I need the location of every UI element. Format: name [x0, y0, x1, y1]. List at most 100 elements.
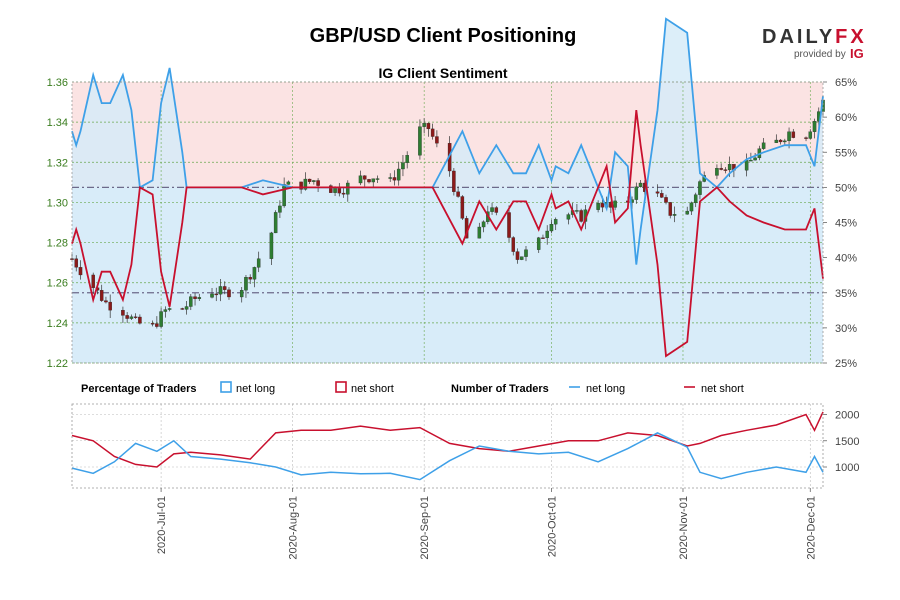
net-long-count-line [71, 432, 824, 481]
candle-up [761, 142, 766, 149]
candle-up [252, 267, 257, 280]
candle-up [418, 126, 422, 156]
candle-up [749, 159, 753, 162]
tick-label-percent: 35% [835, 288, 857, 300]
candle-down [307, 178, 312, 182]
candle-up [689, 202, 694, 212]
legend-pct-short-label: net short [351, 383, 394, 395]
candle-up [256, 258, 261, 268]
candle-down [133, 316, 138, 318]
traders-lines [71, 411, 824, 481]
y-axis-price: 1.22 1.24 1.26 1.28 1.30 1.32 1.34 1.36 [47, 77, 68, 370]
candle-down [74, 258, 78, 268]
candle-up [167, 308, 172, 310]
tick-label-price: 1.34 [47, 117, 68, 129]
tick-label-percent: 50% [835, 182, 857, 194]
candle-down [222, 286, 227, 290]
svg-text:IG: IG [850, 46, 864, 61]
candle-down [363, 175, 367, 180]
tick-label-date: 2020-Jul-01 [156, 496, 168, 554]
candle-up [239, 290, 244, 298]
candle-down [791, 131, 796, 138]
candle-down [316, 180, 320, 186]
y-axis-traders: 1000 1500 2000 [823, 410, 859, 474]
tick-label-percent: 40% [835, 253, 857, 265]
candle-up [388, 177, 392, 179]
candle-down [507, 212, 511, 238]
candle-down [430, 128, 435, 137]
candle-down [193, 296, 197, 299]
candle-up [189, 296, 193, 307]
candle-down [248, 277, 252, 280]
tick-label-traders: 1500 [835, 436, 859, 448]
candle-up [812, 121, 817, 132]
candle-down [99, 290, 104, 301]
candle-up [596, 202, 600, 210]
candle-up [787, 131, 791, 142]
tick-label-percent: 60% [835, 112, 857, 124]
tick-label-percent: 30% [835, 323, 857, 335]
candle-down [494, 207, 499, 213]
candle-up [375, 178, 380, 180]
candle-up [401, 162, 405, 170]
candle-up [477, 226, 482, 239]
candle-up [396, 168, 401, 181]
net-short-count-line [71, 411, 824, 468]
price-candles [70, 97, 825, 329]
candle-up [210, 293, 214, 298]
tick-label-date: 2020-Sep-01 [419, 496, 431, 560]
tick-label-percent: 25% [835, 358, 857, 370]
candle-up [159, 311, 163, 327]
candle-up [312, 180, 316, 182]
candle-up [218, 286, 223, 295]
traders-grid [72, 404, 823, 488]
candle-down [541, 237, 545, 239]
candle-up [163, 309, 168, 312]
tick-label-price: 1.24 [47, 318, 68, 330]
candle-down [655, 191, 660, 194]
candle-up [278, 205, 282, 213]
candle-down [329, 185, 333, 193]
candle-up [638, 182, 643, 187]
candle-down [125, 315, 129, 319]
candle-down [299, 181, 303, 190]
candle-down [719, 168, 723, 170]
legend: Percentage of Traders net long net short… [81, 381, 744, 395]
candle-down [78, 267, 83, 276]
legend-pct-heading: Percentage of Traders [81, 383, 197, 395]
candle-down [121, 310, 125, 316]
candle-up [553, 219, 558, 225]
tick-label-date: 2020-Nov-01 [678, 496, 690, 560]
candle-down [180, 308, 185, 310]
candle-down [70, 258, 74, 260]
tick-label-percent: 65% [835, 77, 857, 89]
candle-up [715, 168, 719, 176]
candle-down [138, 316, 142, 324]
candle-down [104, 300, 108, 303]
net-short-pct-line [71, 109, 824, 358]
chart-title: GBP/USD Client Positioning [310, 25, 577, 47]
candle-down [600, 202, 605, 208]
tick-label-price: 1.26 [47, 278, 68, 290]
candle-up [524, 249, 528, 257]
candle-up [613, 200, 617, 208]
candle-down [778, 139, 783, 143]
candle-down [155, 323, 159, 327]
main-panel: 1.22 1.24 1.26 1.28 1.30 1.32 1.34 1.36 25% 30% 3… [47, 17, 857, 370]
candle-up [753, 157, 757, 161]
candle-down [515, 251, 520, 260]
candle-up [698, 181, 702, 195]
svg-text:DAILYFX: DAILYFX [762, 26, 867, 48]
tick-label-price: 1.32 [47, 157, 68, 169]
candle-up [197, 297, 202, 299]
candle-down [367, 179, 371, 183]
net-long-pct-line [71, 17, 824, 265]
legend-pct-long-label: net long [236, 383, 275, 395]
tick-label-percent: 55% [835, 147, 857, 159]
candle-up [129, 316, 134, 319]
legend-num-long-label: net long [586, 383, 625, 395]
candle-down [227, 289, 231, 298]
candle-up [783, 140, 787, 143]
candle-down [460, 196, 465, 219]
